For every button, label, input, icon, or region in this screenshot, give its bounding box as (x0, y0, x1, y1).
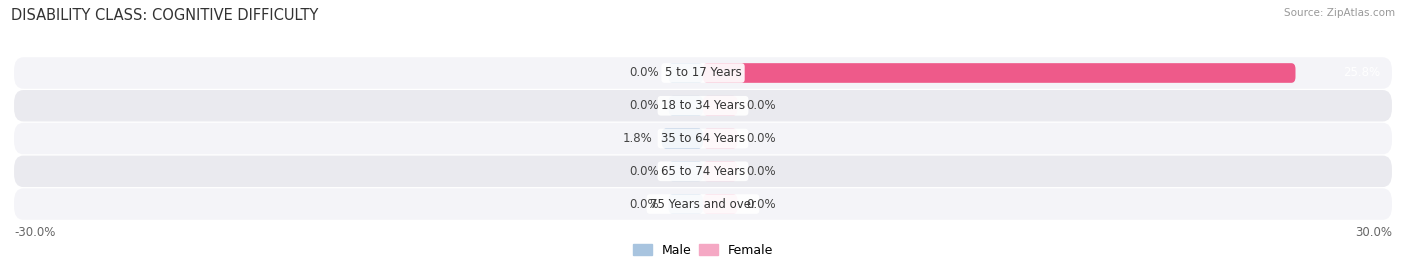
Text: 0.0%: 0.0% (630, 197, 659, 211)
FancyBboxPatch shape (703, 161, 738, 181)
Text: 0.0%: 0.0% (630, 99, 659, 112)
FancyBboxPatch shape (703, 129, 738, 148)
FancyBboxPatch shape (703, 194, 738, 214)
Text: 25.8%: 25.8% (1343, 66, 1381, 80)
Text: -30.0%: -30.0% (14, 226, 55, 239)
Text: 0.0%: 0.0% (747, 99, 776, 112)
FancyBboxPatch shape (669, 96, 703, 116)
Text: DISABILITY CLASS: COGNITIVE DIFFICULTY: DISABILITY CLASS: COGNITIVE DIFFICULTY (11, 8, 319, 23)
Text: 0.0%: 0.0% (630, 165, 659, 178)
FancyBboxPatch shape (669, 194, 703, 214)
FancyBboxPatch shape (662, 129, 703, 148)
Text: 0.0%: 0.0% (747, 165, 776, 178)
Text: 75 Years and over: 75 Years and over (650, 197, 756, 211)
FancyBboxPatch shape (14, 155, 1392, 187)
FancyBboxPatch shape (703, 96, 738, 116)
FancyBboxPatch shape (669, 161, 703, 181)
FancyBboxPatch shape (14, 188, 1392, 220)
Text: 1.8%: 1.8% (623, 132, 652, 145)
Text: 0.0%: 0.0% (747, 197, 776, 211)
Text: 30.0%: 30.0% (1355, 226, 1392, 239)
FancyBboxPatch shape (14, 57, 1392, 89)
Text: 5 to 17 Years: 5 to 17 Years (665, 66, 741, 80)
FancyBboxPatch shape (669, 63, 703, 83)
Text: 0.0%: 0.0% (747, 132, 776, 145)
Text: Source: ZipAtlas.com: Source: ZipAtlas.com (1284, 8, 1395, 18)
Text: 35 to 64 Years: 35 to 64 Years (661, 132, 745, 145)
Text: 18 to 34 Years: 18 to 34 Years (661, 99, 745, 112)
FancyBboxPatch shape (703, 63, 1295, 83)
FancyBboxPatch shape (14, 123, 1392, 154)
Legend: Male, Female: Male, Female (628, 239, 778, 262)
Text: 0.0%: 0.0% (630, 66, 659, 80)
Text: 65 to 74 Years: 65 to 74 Years (661, 165, 745, 178)
FancyBboxPatch shape (14, 90, 1392, 122)
